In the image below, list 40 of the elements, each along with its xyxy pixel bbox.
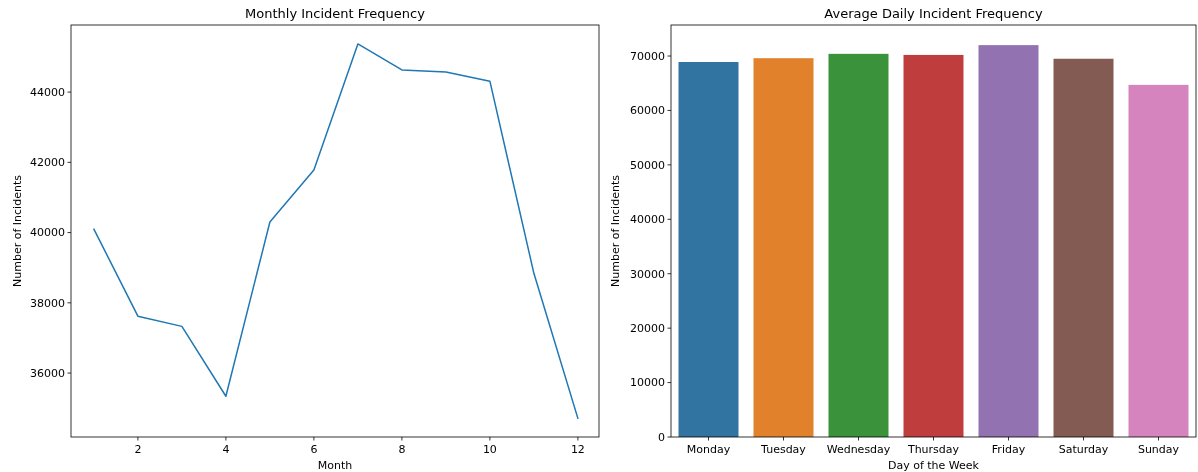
chart-title: Monthly Incident Frequency <box>245 6 426 21</box>
y-tick-label: 20000 <box>630 322 665 335</box>
y-tick-label: 40000 <box>30 226 65 240</box>
y-tick-label: 40000 <box>630 213 665 227</box>
bar <box>753 58 814 437</box>
x-tick-label: Monday <box>686 443 731 456</box>
x-tick-label: 2 <box>134 443 142 456</box>
y-tick-label: 36000 <box>30 366 65 380</box>
y-tick-label: 70000 <box>630 49 665 63</box>
line-series <box>93 43 579 420</box>
bar <box>903 54 964 437</box>
x-tick-label: Friday <box>991 443 1026 456</box>
x-tick-label: Tuesday <box>760 443 807 456</box>
y-tick-label: 10000 <box>630 376 665 390</box>
y-tick-label: 60000 <box>630 104 665 118</box>
x-tick-label: 10 <box>482 443 497 456</box>
y-axis-title: Number of Incidents <box>609 174 622 287</box>
x-tick-label: Saturday <box>1058 443 1109 456</box>
bar <box>1053 58 1114 437</box>
y-tick-label: 50000 <box>630 158 665 172</box>
y-tick-label: 42000 <box>30 156 65 170</box>
bar <box>828 53 889 437</box>
x-axis-title: Day of the Week <box>887 459 980 472</box>
y-tick-label: 44000 <box>30 85 65 99</box>
x-tick-label: 8 <box>398 443 406 456</box>
x-tick-label: Wednesday <box>826 443 891 456</box>
bar <box>678 62 739 437</box>
x-tick-label: Thursday <box>906 443 960 456</box>
x-axis-title: Month <box>317 459 353 472</box>
bar <box>1128 84 1189 437</box>
bar <box>978 45 1039 437</box>
x-tick-label: 12 <box>570 443 585 456</box>
x-tick-label: Sunday <box>1137 443 1180 456</box>
chart-title: Average Daily Incident Frequency <box>824 6 1043 21</box>
y-axis-title: Number of Incidents <box>11 174 24 287</box>
y-tick-label: 38000 <box>30 296 65 310</box>
y-tick-label: 0 <box>658 430 665 444</box>
x-tick-label: 4 <box>222 443 230 456</box>
x-tick-label: 6 <box>310 443 318 456</box>
y-tick-label: 30000 <box>630 267 665 281</box>
